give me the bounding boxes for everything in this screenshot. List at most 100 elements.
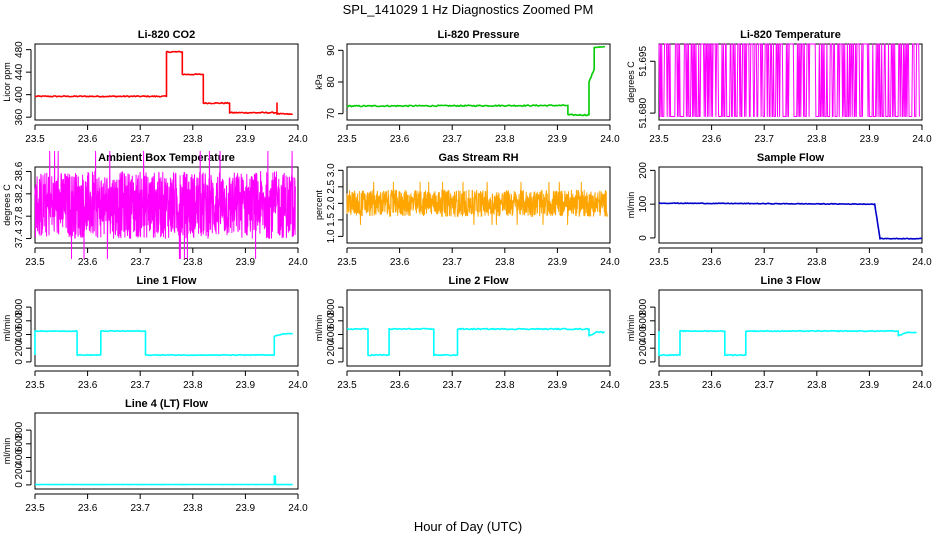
x-tick-label: 23.5 [25,380,45,391]
y-tick-label: 400 [14,86,25,103]
figure-title: SPL_141029 1 Hz Diagnostics Zoomed PM [343,2,594,17]
chart-pressure: Li-820 Pressure kPa 23.5 23.6 23.7 23.8 23.9 24… [314,29,620,145]
y-tick-label: 800 [638,298,649,315]
chart-title: Gas Stream RH [438,152,518,164]
x-tick-label: 23.6 [78,503,98,514]
y-axis-label: ml/min [626,192,636,219]
chart-co2: Li-820 CO2 Licor ppm 23.5 23.6 23.7 23.8 23.9 2… [2,29,308,145]
x-tick-label: 24.0 [912,257,932,268]
y-tick-label: 0 [326,359,337,365]
y-tick-label: 90 [326,44,337,56]
series-line [658,202,923,240]
x-tick-label: 23.8 [183,503,203,514]
x-tick-label: 23.5 [25,503,45,514]
x-tick-label: 24.0 [912,134,932,145]
series-line [658,329,917,357]
x-tick-label: 23.7 [754,257,774,268]
chart-ambient: Ambient Box Temperature degrees C 23.5 23.6… [2,150,308,268]
chart-title: Sample Flow [757,152,825,164]
x-tick-label: 23.8 [807,257,827,268]
figure-x-axis-label: Hour of Day (UTC) [414,519,522,534]
x-tick-label: 23.6 [78,134,98,145]
x-tick-label: 23.9 [548,134,568,145]
x-tick-label: 23.5 [25,134,45,145]
y-tick-label: 0 [638,235,649,241]
y-tick-label: 70 [326,108,337,120]
chart-title: Line 3 Flow [761,275,821,287]
chart-li820temp: Li-820 Temperature degrees C 23.5 23.6 23.7 2… [626,29,932,145]
x-tick-label: 23.6 [702,134,722,145]
chart-sampleflow: Sample Flow ml/min 23.5 23.6 23.7 23.8 23.9 24.… [626,152,932,268]
y-tick-label: 400 [14,326,25,343]
y-tick-label: 80 [326,76,337,88]
chart-title: Line 1 Flow [137,275,197,287]
y-tick-label: 37.4 [14,228,25,248]
chart-title: Ambient Box Temperature [98,152,235,164]
y-tick-label: 200 [638,162,649,179]
y-tick-label: 51.695 [638,46,649,77]
chart-rh: Gas Stream RH percent 23.5 23.6 23.7 23.8 23.9… [314,152,620,268]
plot-frame [34,412,299,490]
y-axis-label: ml/min [314,315,324,342]
y-axis-label: ml/min [2,315,12,342]
x-tick-label: 23.9 [860,134,880,145]
x-tick-label: 23.8 [807,380,827,391]
y-tick-label: 0 [14,482,25,488]
x-tick-label: 23.6 [78,380,98,391]
x-tick-label: 23.5 [25,257,45,268]
plot-frame [346,289,611,367]
y-tick-label: 480 [14,41,25,58]
series-line [34,50,293,116]
x-tick-label: 23.6 [702,380,722,391]
y-tick-label: 38.2 [14,184,25,204]
y-tick-label: 400 [326,326,337,343]
y-tick-label: 600 [14,312,25,329]
x-tick-label: 23.8 [183,380,203,391]
y-tick-label: 100 [638,195,649,212]
x-tick-label: 23.7 [754,380,774,391]
x-tick-label: 23.9 [860,380,880,391]
x-tick-label: 23.6 [390,134,410,145]
y-tick-label: 2.5 [326,179,337,193]
x-tick-label: 23.6 [702,257,722,268]
y-tick-label: 200 [326,339,337,356]
x-tick-label: 23.8 [183,257,203,268]
y-tick-label: 37.8 [14,206,25,226]
x-tick-label: 23.7 [130,503,150,514]
y-axis-label: ml/min [626,315,636,342]
x-tick-label: 23.7 [130,380,150,391]
chart-line1: Line 1 Flow ml/min 23.5 23.6 23.7 23.8 23.9 24.… [2,275,308,391]
chart-line4: Line 4 (LT) Flow ml/min 23.5 23.6 23.7 23.8 23… [2,398,308,514]
chart-title: Li-820 CO2 [138,29,195,41]
x-tick-label: 23.9 [236,134,256,145]
x-tick-label: 23.8 [495,380,515,391]
chart-line2: Line 2 Flow ml/min 23.5 23.6 23.7 23.8 23.9 24.… [314,275,620,391]
x-tick-label: 24.0 [288,503,308,514]
x-tick-label: 23.6 [390,257,410,268]
x-tick-label: 23.6 [390,380,410,391]
x-tick-label: 24.0 [288,380,308,391]
chart-line3: Line 3 Flow ml/min 23.5 23.6 23.7 23.8 23.9 24.… [626,275,932,391]
y-axis-label: kPa [314,74,324,90]
series-line [346,45,606,117]
x-tick-label: 24.0 [288,134,308,145]
y-tick-label: 0 [638,359,649,365]
x-tick-label: 23.8 [807,134,827,145]
x-tick-label: 23.9 [860,257,880,268]
plot-frame [658,289,923,367]
y-tick-label: 800 [14,421,25,438]
x-tick-label: 23.5 [337,134,357,145]
x-tick-label: 24.0 [912,380,932,391]
plot-frame [34,289,299,367]
x-tick-label: 23.9 [236,503,256,514]
x-tick-label: 23.5 [337,380,357,391]
y-tick-label: 1.0 [326,229,337,243]
y-tick-label: 0 [14,359,25,365]
y-tick-label: 600 [14,435,25,452]
y-axis-label: Licor ppm [2,62,12,102]
x-tick-label: 23.7 [442,257,462,268]
chart-panels: Li-820 CO2 Licor ppm 23.5 23.6 23.7 23.8 23.9 2… [2,29,932,514]
x-tick-label: 24.0 [600,380,620,391]
series-line [346,181,608,225]
